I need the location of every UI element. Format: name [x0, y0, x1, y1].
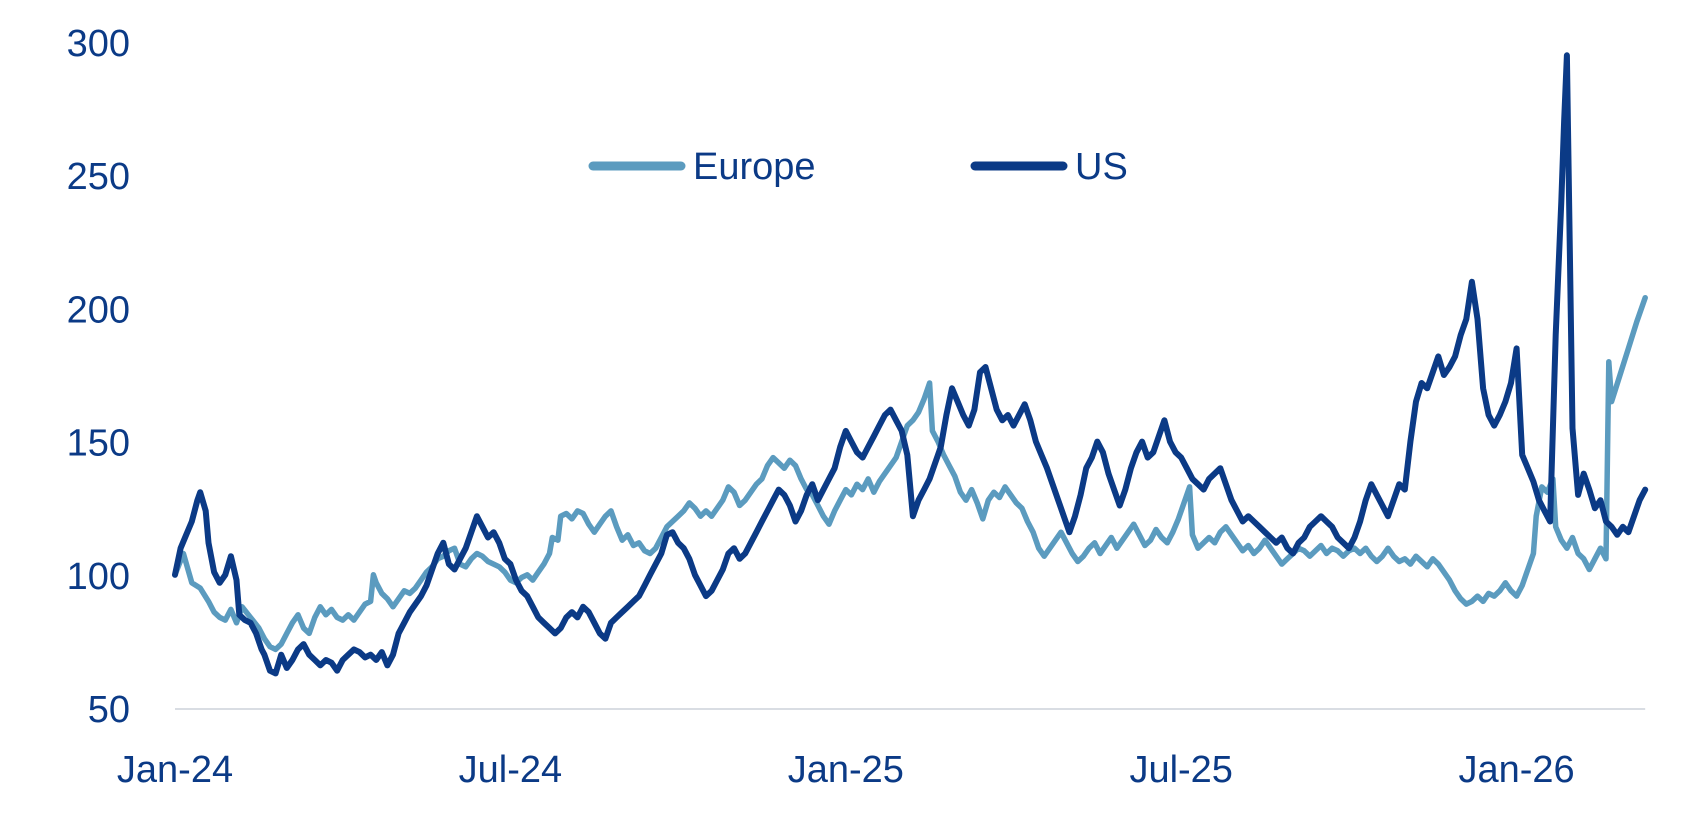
x-tick-label-jan-24: Jan-24 [117, 749, 233, 791]
x-tick-label-jul-25: Jul-25 [1129, 749, 1233, 791]
y-tick-label-200: 200 [67, 289, 130, 331]
x-axis-tick-labels: Jan-24 Jul-24 Jan-25 Jul-25 Jan-26 [117, 749, 1575, 791]
y-tick-label-250: 250 [67, 156, 130, 198]
legend-label-europe: Europe [693, 146, 816, 188]
legend: Europe US [588, 146, 1128, 188]
x-tick-label-jan-26: Jan-26 [1458, 749, 1574, 791]
x-tick-label-jan-25: Jan-25 [788, 749, 904, 791]
y-tick-label-50: 50 [88, 689, 130, 731]
y-axis-tick-labels: 50 100 150 200 250 300 [67, 23, 130, 731]
series-line-us [172, 52, 1649, 677]
series-lines [172, 52, 1649, 677]
legend-label-us: US [1075, 146, 1128, 188]
x-tick-label-jul-24: Jul-24 [459, 749, 563, 791]
y-tick-label-300: 300 [67, 23, 130, 65]
y-tick-label-100: 100 [67, 556, 130, 598]
y-tick-label-150: 150 [67, 423, 130, 465]
